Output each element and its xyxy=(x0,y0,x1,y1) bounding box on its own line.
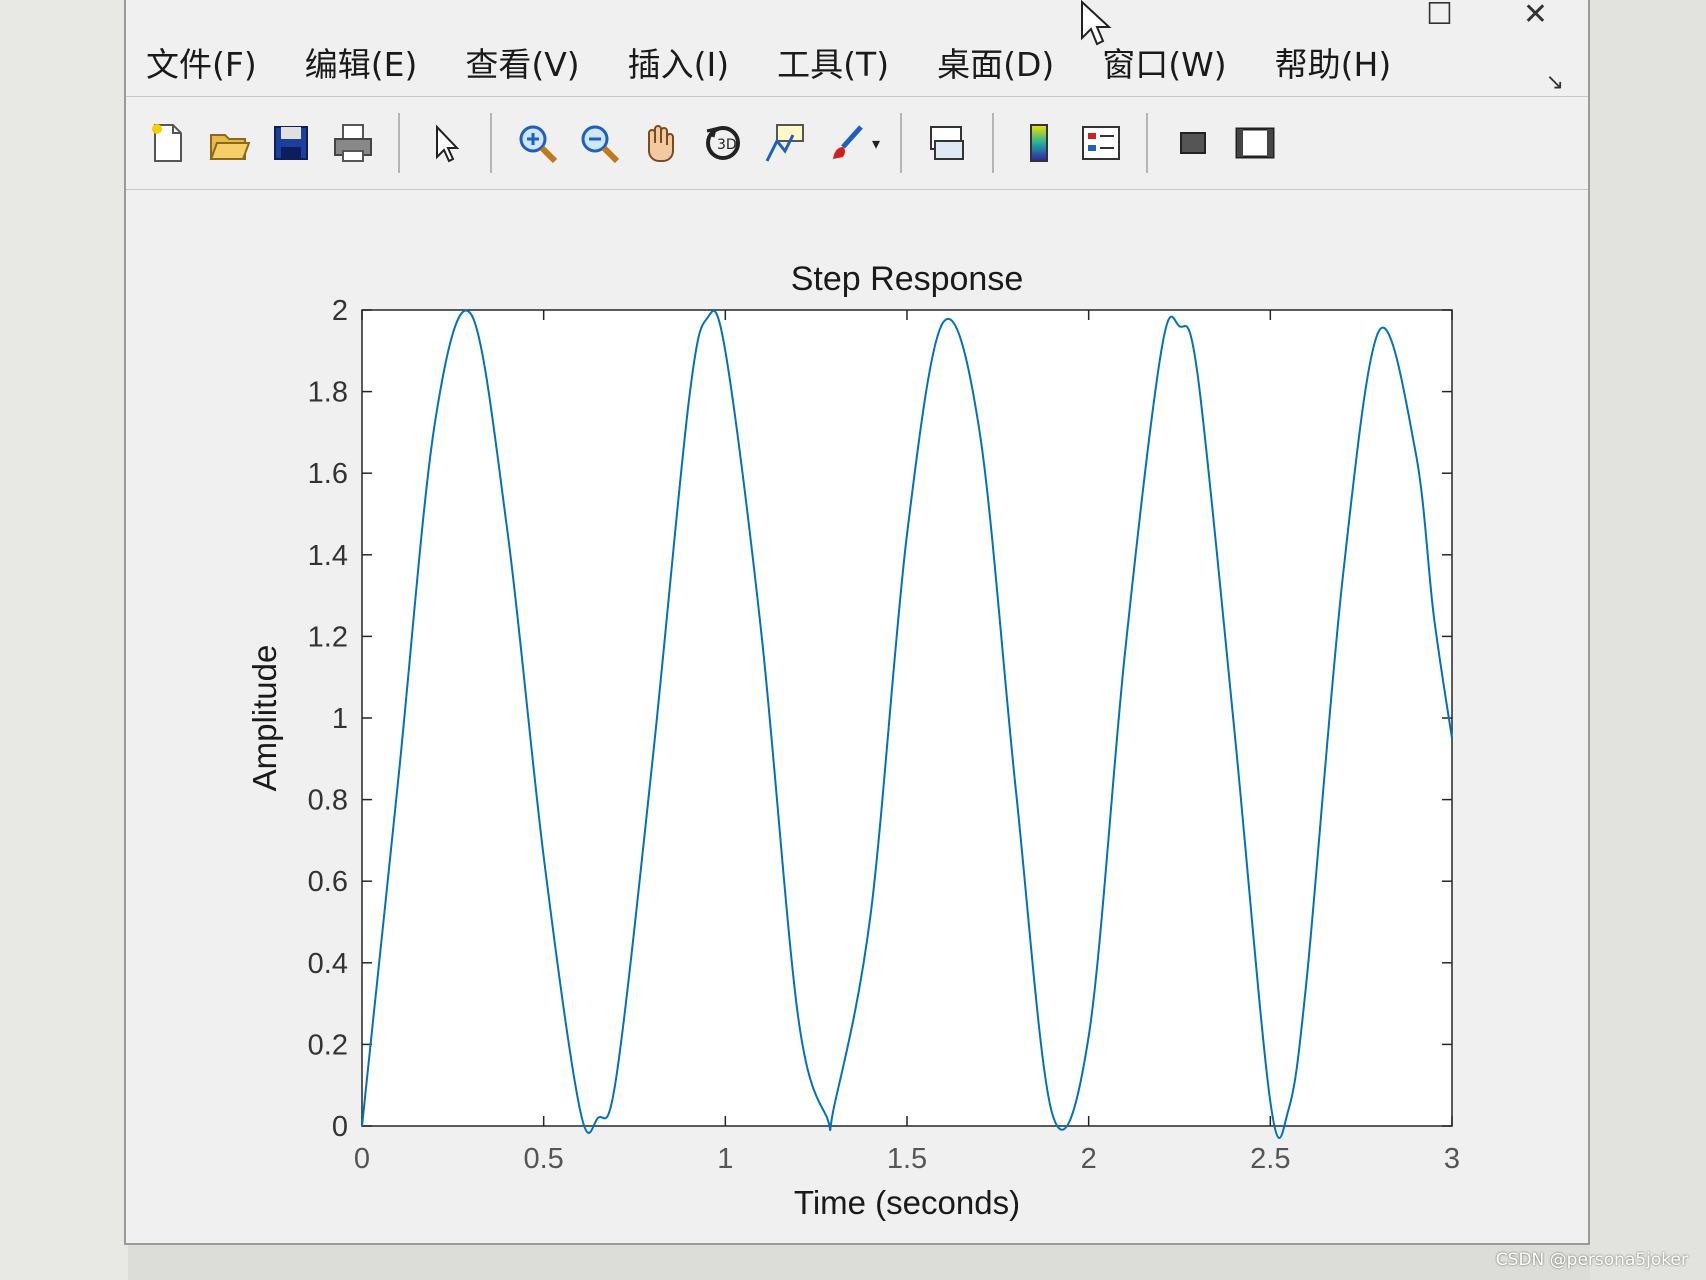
menu-bar: 文件(F) 编辑(E) 查看(V) 插入(I) 工具(T) 桌面(D) 窗口(W… xyxy=(146,34,1439,90)
menu-edit[interactable]: 编辑(E) xyxy=(304,45,418,84)
open-file-icon[interactable] xyxy=(204,118,254,168)
desktop-background-right xyxy=(1590,0,1706,1280)
pan-hand-icon[interactable] xyxy=(636,118,686,168)
rotate-3d-icon[interactable]: 3D xyxy=(698,118,748,168)
y-tick-labels: 0 0.2 0.4 0.6 0.8 1 1.2 1.4 1.6 1.8 2 xyxy=(308,295,348,1143)
menu-insert[interactable]: 插入(I) xyxy=(627,45,730,84)
y-tick-label: 1.2 xyxy=(308,621,348,653)
menu-file[interactable]: 文件(F) xyxy=(146,45,257,84)
y-tick-label: 0.6 xyxy=(308,866,348,898)
show-plot-tools-icon[interactable] xyxy=(1230,118,1280,168)
save-icon[interactable] xyxy=(266,118,316,168)
y-axis-label: Amplitude xyxy=(246,645,283,792)
maximize-button[interactable]: ☐ xyxy=(1425,0,1453,32)
zoom-out-icon[interactable] xyxy=(574,118,624,168)
link-plot-icon[interactable] xyxy=(922,118,972,168)
y-tick-label: 1.6 xyxy=(308,458,348,490)
print-icon[interactable] xyxy=(328,118,378,168)
svg-text:3D: 3D xyxy=(717,137,737,153)
toolbar-separator xyxy=(992,113,995,173)
y-tick-label: 0.2 xyxy=(308,1029,348,1061)
figure-toolbar: 3D ▾ xyxy=(126,96,1588,190)
mouse-cursor-icon xyxy=(1081,0,1112,46)
plot-area: 0 0.2 0.4 0.6 0.8 1 1.2 1.4 1.6 1.8 2 0 0.5 1 1.5 2 2.5… xyxy=(126,192,1588,1242)
y-tick-label: 1.8 xyxy=(308,377,348,409)
menu-tools[interactable]: 工具(T) xyxy=(777,45,890,84)
dock-arrow-icon[interactable]: ↘ xyxy=(1545,70,1564,95)
desktop-background-left xyxy=(0,0,128,1280)
figure-window: ☐ ✕ 文件(F) 编辑(E) 查看(V) 插入(I) 工具(T) 桌面(D) … xyxy=(124,0,1590,1245)
chart-title: Step Response xyxy=(791,260,1024,298)
zoom-in-icon[interactable] xyxy=(512,118,562,168)
y-tick-label: 2 xyxy=(332,295,348,327)
step-response-line xyxy=(361,309,1453,1139)
menu-desktop[interactable]: 桌面(D) xyxy=(937,45,1055,84)
y-tick-label: 1.4 xyxy=(308,540,348,572)
x-tick-label: 3 xyxy=(1444,1143,1460,1175)
legend-icon[interactable] xyxy=(1076,118,1126,168)
window-controls: ☐ ✕ xyxy=(1426,0,1548,30)
data-cursor-icon[interactable] xyxy=(760,118,810,168)
brush-icon[interactable] xyxy=(822,118,872,168)
x-tick-label: 0.5 xyxy=(524,1143,564,1175)
toolbar-separator xyxy=(490,113,492,173)
menu-window[interactable]: 窗口(W) xyxy=(1102,45,1227,84)
toolbar-separator xyxy=(900,113,903,173)
colorbar-icon[interactable] xyxy=(1014,118,1064,168)
x-tick-labels: 0 0.5 1 1.5 2 2.5 3 xyxy=(354,1143,1460,1175)
y-tick-label: 0.4 xyxy=(308,948,348,980)
tick-marks xyxy=(361,309,1453,1127)
menu-help[interactable]: 帮助(H) xyxy=(1274,45,1392,84)
brush-dropdown-icon[interactable]: ▾ xyxy=(872,133,881,153)
axes-background xyxy=(361,309,1453,1127)
x-tick-label: 2.5 xyxy=(1250,1143,1290,1175)
step-response-chart: 0 0.2 0.4 0.6 0.8 1 1.2 1.4 1.6 1.8 2 0 0.5 1 1.5 2 2.5… xyxy=(246,260,1460,1221)
y-tick-label: 0 xyxy=(332,1111,348,1143)
x-axis-label: Time (seconds) xyxy=(794,1184,1020,1221)
y-tick-label: 0.8 xyxy=(308,785,348,817)
toolbar-separator xyxy=(1146,113,1149,173)
y-tick-label: 1 xyxy=(332,703,348,735)
toolbar-separator xyxy=(398,113,400,173)
x-tick-label: 1 xyxy=(717,1143,733,1175)
select-pointer-icon[interactable] xyxy=(420,118,470,168)
watermark: CSDN @persona5joker xyxy=(1495,1250,1688,1270)
close-button[interactable]: ✕ xyxy=(1522,0,1548,32)
x-tick-label: 1.5 xyxy=(887,1143,927,1175)
new-figure-icon[interactable] xyxy=(142,118,192,168)
menu-view[interactable]: 查看(V) xyxy=(465,45,580,84)
x-tick-label: 0 xyxy=(354,1143,370,1175)
hide-plot-tools-icon[interactable] xyxy=(1168,118,1218,168)
x-tick-label: 2 xyxy=(1081,1143,1097,1175)
